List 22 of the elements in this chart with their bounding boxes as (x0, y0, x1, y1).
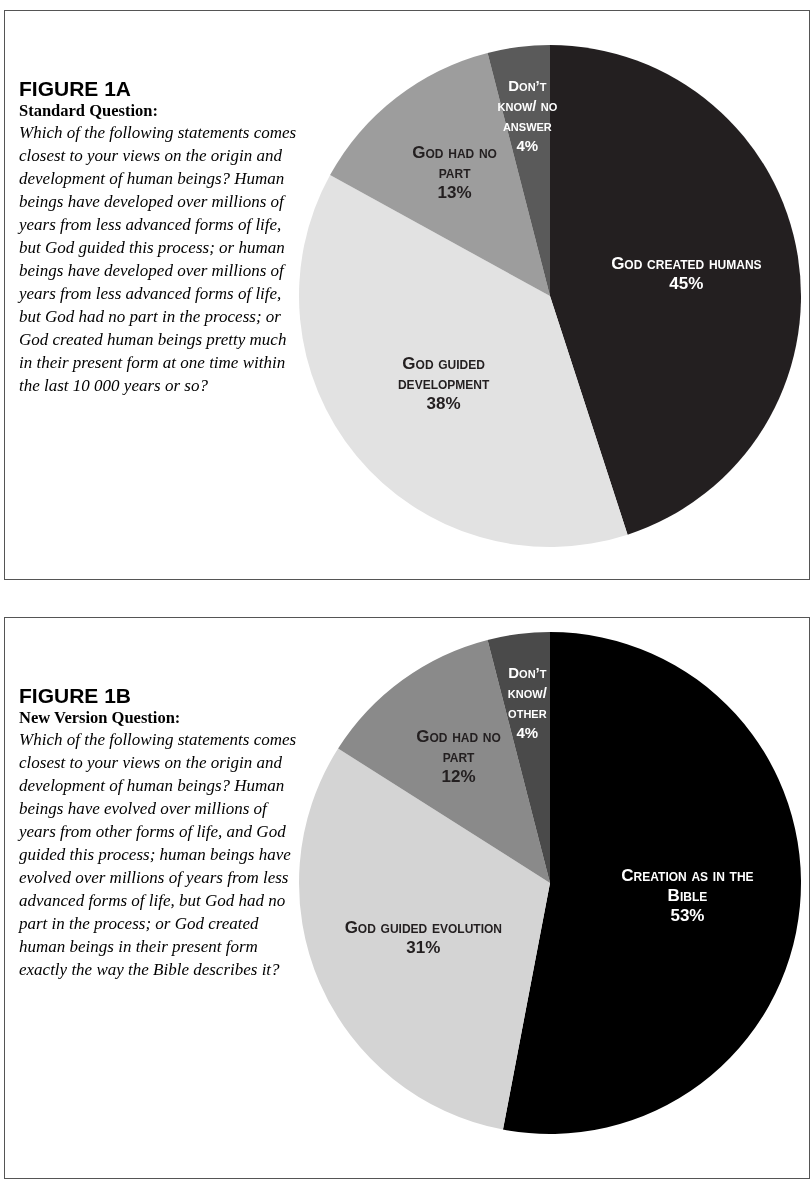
text: Standard Question: (19, 101, 159, 121)
data-label: 12% (441, 766, 476, 786)
data-label: 31% (406, 937, 441, 957)
text: New Version Question: (19, 708, 182, 728)
slice-label: God had no part (416, 726, 501, 766)
slice-label: Don’t know/ no answer (497, 76, 558, 134)
text: Which of the following statements comes closest to your views on the origin and development of human beings? Human beings have evolved over millions of years from other forms of life, and God guided this process; human beings have evolved over millions of years from less advanced forms of life, but God had no part in the process; or God created human beings in their present form exactly the way the Bible describes it? (19, 730, 297, 979)
slice-label: Creation as in the Bible (621, 865, 754, 905)
data-label: 38% (426, 393, 461, 413)
data-label: 53% (670, 905, 705, 925)
slice-label: Don’t know/ other (507, 663, 548, 721)
text: FIGURE 1B (19, 684, 132, 708)
text: Which of the following statements comes closest to your views on the origin and development of human beings? Human beings have developed over millions of years from less advanced forms of life, but God guided this process; or human beings have developed over millions of years from less advanced forms of life, but God had no part in the process; or God created human beings pretty much in their present form at one time within the last 10 000 years or so? (19, 123, 297, 395)
slice-label: God created humans (611, 254, 762, 274)
data-label: 4% (516, 723, 539, 741)
text: FIGURE 1A (19, 77, 132, 101)
slice-label: God guided development (397, 353, 490, 393)
data-label: 4% (516, 136, 539, 154)
data-label: 45% (669, 274, 704, 294)
slice-label: God guided evolution (344, 917, 502, 937)
slice-label: God had no part (412, 142, 497, 182)
data-label: 13% (437, 182, 472, 202)
